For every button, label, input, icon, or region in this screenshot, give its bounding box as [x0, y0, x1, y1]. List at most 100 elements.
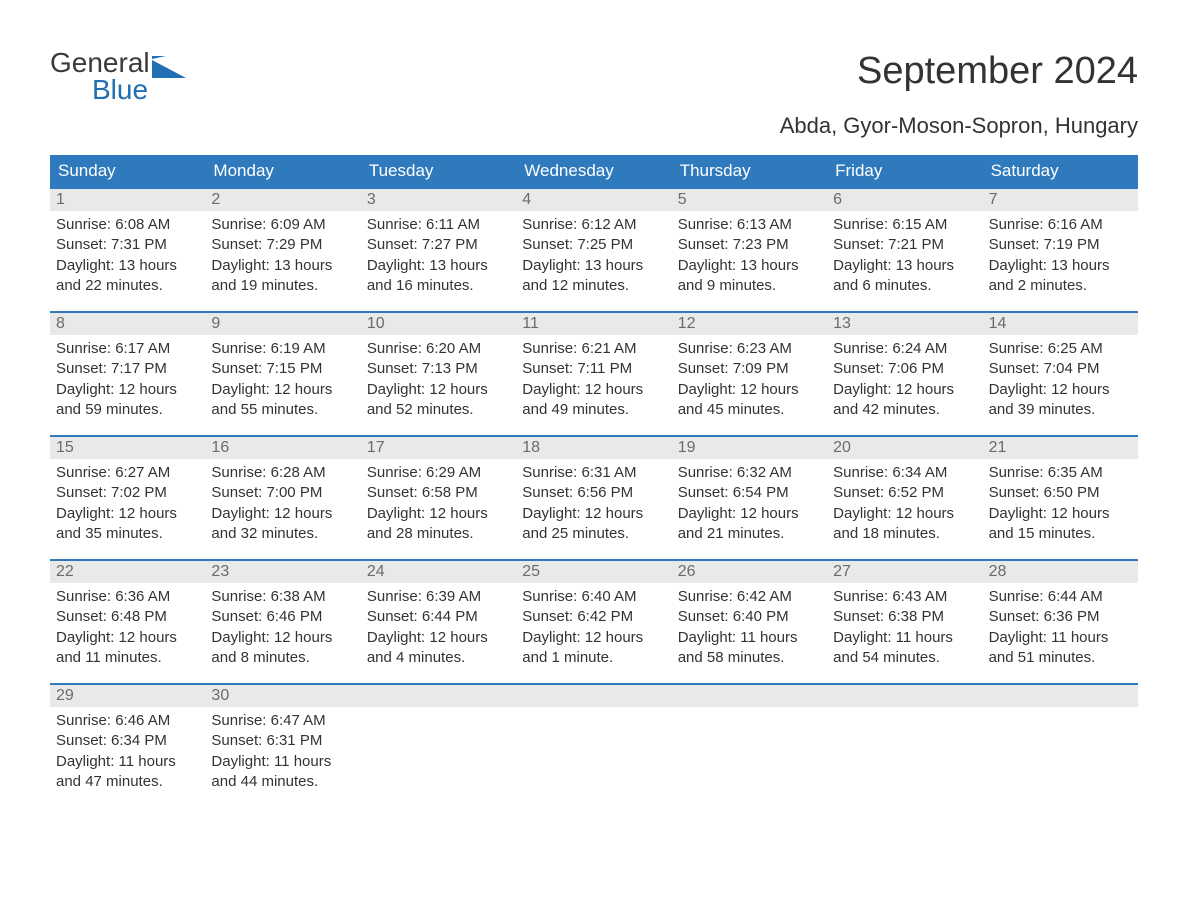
calendar-cell-empty — [983, 683, 1138, 807]
calendar-cell: 26Sunrise: 6:42 AMSunset: 6:40 PMDayligh… — [672, 559, 827, 683]
calendar-cell: 7Sunrise: 6:16 AMSunset: 7:19 PMDaylight… — [983, 187, 1138, 311]
day-details: Sunrise: 6:36 AMSunset: 6:48 PMDaylight:… — [50, 583, 205, 678]
calendar-cell-empty — [361, 683, 516, 807]
calendar-cell: 12Sunrise: 6:23 AMSunset: 7:09 PMDayligh… — [672, 311, 827, 435]
day-number: 24 — [361, 561, 516, 583]
day-details: Sunrise: 6:08 AMSunset: 7:31 PMDaylight:… — [50, 211, 205, 306]
calendar-cell: 22Sunrise: 6:36 AMSunset: 6:48 PMDayligh… — [50, 559, 205, 683]
calendar-cell: 16Sunrise: 6:28 AMSunset: 7:00 PMDayligh… — [205, 435, 360, 559]
day-details: Sunrise: 6:12 AMSunset: 7:25 PMDaylight:… — [516, 211, 671, 306]
calendar-cell: 1Sunrise: 6:08 AMSunset: 7:31 PMDaylight… — [50, 187, 205, 311]
calendar-cell: 30Sunrise: 6:47 AMSunset: 6:31 PMDayligh… — [205, 683, 360, 807]
calendar-cell: 4Sunrise: 6:12 AMSunset: 7:25 PMDaylight… — [516, 187, 671, 311]
day-number: 26 — [672, 561, 827, 583]
calendar-cell: 24Sunrise: 6:39 AMSunset: 6:44 PMDayligh… — [361, 559, 516, 683]
day-number: 8 — [50, 313, 205, 335]
day-number: 23 — [205, 561, 360, 583]
calendar-cell-empty — [516, 683, 671, 807]
day-number: 5 — [672, 189, 827, 211]
day-details: Sunrise: 6:39 AMSunset: 6:44 PMDaylight:… — [361, 583, 516, 678]
calendar-cell: 2Sunrise: 6:09 AMSunset: 7:29 PMDaylight… — [205, 187, 360, 311]
calendar-cell-empty — [827, 683, 982, 807]
day-details: Sunrise: 6:35 AMSunset: 6:50 PMDaylight:… — [983, 459, 1138, 554]
day-number: 20 — [827, 437, 982, 459]
day-details: Sunrise: 6:24 AMSunset: 7:06 PMDaylight:… — [827, 335, 982, 430]
day-number: 25 — [516, 561, 671, 583]
calendar-cell: 3Sunrise: 6:11 AMSunset: 7:27 PMDaylight… — [361, 187, 516, 311]
day-number: 15 — [50, 437, 205, 459]
day-number: 4 — [516, 189, 671, 211]
day-number: 22 — [50, 561, 205, 583]
calendar-cell: 9Sunrise: 6:19 AMSunset: 7:15 PMDaylight… — [205, 311, 360, 435]
logo-flag-icon — [152, 56, 186, 78]
month-title: September 2024 — [857, 50, 1138, 93]
day-details: Sunrise: 6:38 AMSunset: 6:46 PMDaylight:… — [205, 583, 360, 678]
calendar-cell: 29Sunrise: 6:46 AMSunset: 6:34 PMDayligh… — [50, 683, 205, 807]
day-details: Sunrise: 6:23 AMSunset: 7:09 PMDaylight:… — [672, 335, 827, 430]
calendar-cell: 28Sunrise: 6:44 AMSunset: 6:36 PMDayligh… — [983, 559, 1138, 683]
day-number: 7 — [983, 189, 1138, 211]
day-number: 6 — [827, 189, 982, 211]
calendar-cell: 14Sunrise: 6:25 AMSunset: 7:04 PMDayligh… — [983, 311, 1138, 435]
calendar-cell: 23Sunrise: 6:38 AMSunset: 6:46 PMDayligh… — [205, 559, 360, 683]
day-details: Sunrise: 6:31 AMSunset: 6:56 PMDaylight:… — [516, 459, 671, 554]
day-number: 14 — [983, 313, 1138, 335]
day-details: Sunrise: 6:32 AMSunset: 6:54 PMDaylight:… — [672, 459, 827, 554]
calendar-cell: 8Sunrise: 6:17 AMSunset: 7:17 PMDaylight… — [50, 311, 205, 435]
day-number: 12 — [672, 313, 827, 335]
day-details: Sunrise: 6:25 AMSunset: 7:04 PMDaylight:… — [983, 335, 1138, 430]
day-details: Sunrise: 6:19 AMSunset: 7:15 PMDaylight:… — [205, 335, 360, 430]
day-details: Sunrise: 6:40 AMSunset: 6:42 PMDaylight:… — [516, 583, 671, 678]
day-details: Sunrise: 6:11 AMSunset: 7:27 PMDaylight:… — [361, 211, 516, 306]
dayname-header: Saturday — [983, 155, 1138, 187]
day-details: Sunrise: 6:17 AMSunset: 7:17 PMDaylight:… — [50, 335, 205, 430]
day-number: 21 — [983, 437, 1138, 459]
day-details: Sunrise: 6:34 AMSunset: 6:52 PMDaylight:… — [827, 459, 982, 554]
day-details: Sunrise: 6:15 AMSunset: 7:21 PMDaylight:… — [827, 211, 982, 306]
calendar-cell: 5Sunrise: 6:13 AMSunset: 7:23 PMDaylight… — [672, 187, 827, 311]
day-number: 9 — [205, 313, 360, 335]
day-number: 16 — [205, 437, 360, 459]
calendar-cell: 25Sunrise: 6:40 AMSunset: 6:42 PMDayligh… — [516, 559, 671, 683]
day-details: Sunrise: 6:29 AMSunset: 6:58 PMDaylight:… — [361, 459, 516, 554]
calendar-cell: 27Sunrise: 6:43 AMSunset: 6:38 PMDayligh… — [827, 559, 982, 683]
day-number: 1 — [50, 189, 205, 211]
day-number: 3 — [361, 189, 516, 211]
day-number: 18 — [516, 437, 671, 459]
calendar-cell: 18Sunrise: 6:31 AMSunset: 6:56 PMDayligh… — [516, 435, 671, 559]
day-number: 28 — [983, 561, 1138, 583]
dayname-header: Sunday — [50, 155, 205, 187]
calendar-cell: 19Sunrise: 6:32 AMSunset: 6:54 PMDayligh… — [672, 435, 827, 559]
calendar-cell: 20Sunrise: 6:34 AMSunset: 6:52 PMDayligh… — [827, 435, 982, 559]
day-number: 10 — [361, 313, 516, 335]
logo-text-blue: Blue — [50, 77, 150, 104]
day-details: Sunrise: 6:21 AMSunset: 7:11 PMDaylight:… — [516, 335, 671, 430]
dayname-header: Tuesday — [361, 155, 516, 187]
day-number: 13 — [827, 313, 982, 335]
calendar-cell: 10Sunrise: 6:20 AMSunset: 7:13 PMDayligh… — [361, 311, 516, 435]
calendar-cell-empty — [672, 683, 827, 807]
day-details: Sunrise: 6:44 AMSunset: 6:36 PMDaylight:… — [983, 583, 1138, 678]
day-number: 19 — [672, 437, 827, 459]
day-details: Sunrise: 6:16 AMSunset: 7:19 PMDaylight:… — [983, 211, 1138, 306]
dayname-header: Monday — [205, 155, 360, 187]
calendar-cell: 17Sunrise: 6:29 AMSunset: 6:58 PMDayligh… — [361, 435, 516, 559]
day-number: 30 — [205, 685, 360, 707]
day-details: Sunrise: 6:47 AMSunset: 6:31 PMDaylight:… — [205, 707, 360, 802]
calendar-cell: 13Sunrise: 6:24 AMSunset: 7:06 PMDayligh… — [827, 311, 982, 435]
dayname-header: Friday — [827, 155, 982, 187]
calendar-cell: 15Sunrise: 6:27 AMSunset: 7:02 PMDayligh… — [50, 435, 205, 559]
day-number: 29 — [50, 685, 205, 707]
day-details: Sunrise: 6:09 AMSunset: 7:29 PMDaylight:… — [205, 211, 360, 306]
day-details: Sunrise: 6:27 AMSunset: 7:02 PMDaylight:… — [50, 459, 205, 554]
calendar-cell: 6Sunrise: 6:15 AMSunset: 7:21 PMDaylight… — [827, 187, 982, 311]
dayname-header: Wednesday — [516, 155, 671, 187]
calendar-cell: 21Sunrise: 6:35 AMSunset: 6:50 PMDayligh… — [983, 435, 1138, 559]
logo-text-general: General — [50, 50, 150, 77]
day-details: Sunrise: 6:43 AMSunset: 6:38 PMDaylight:… — [827, 583, 982, 678]
day-details: Sunrise: 6:20 AMSunset: 7:13 PMDaylight:… — [361, 335, 516, 430]
day-details: Sunrise: 6:13 AMSunset: 7:23 PMDaylight:… — [672, 211, 827, 306]
day-number: 17 — [361, 437, 516, 459]
day-number: 2 — [205, 189, 360, 211]
calendar-grid: SundayMondayTuesdayWednesdayThursdayFrid… — [50, 155, 1138, 807]
